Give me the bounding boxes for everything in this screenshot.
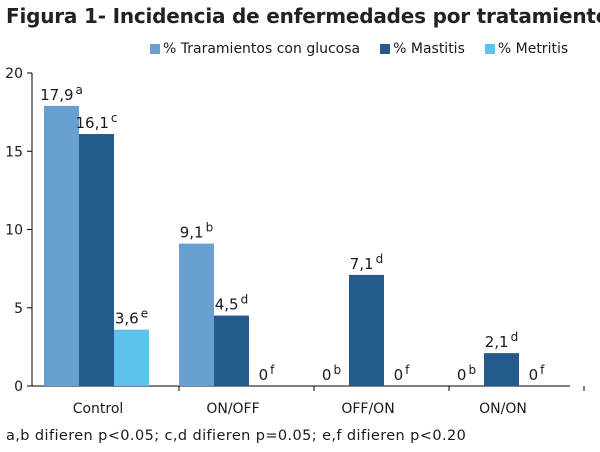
data-label-superscript: b xyxy=(468,363,476,377)
data-label-superscript: b xyxy=(206,221,214,235)
legend-label: % Mastitis xyxy=(393,41,465,57)
bar[interactable] xyxy=(79,134,114,386)
data-label: 7,1 d xyxy=(350,252,383,273)
data-label-superscript: f xyxy=(540,363,545,377)
chart-legend: % Traramientos con glucosa % Mastitis % Me… xyxy=(150,41,588,57)
x-tick-label: ON/ON xyxy=(479,401,527,417)
y-tick-label: 0 xyxy=(14,379,23,395)
data-label: 16,1 c xyxy=(75,111,117,132)
bar[interactable] xyxy=(349,274,384,386)
data-label-superscript: f xyxy=(270,363,275,377)
legend-swatch xyxy=(150,44,160,54)
data-label-superscript: a xyxy=(76,83,83,97)
bar[interactable] xyxy=(44,105,79,387)
legend-item: % Traramientos con glucosa xyxy=(150,41,360,57)
data-label-superscript: b xyxy=(333,363,341,377)
data-label-superscript: c xyxy=(111,111,118,125)
data-label-superscript: d xyxy=(511,330,519,344)
data-label: 9,1 b xyxy=(180,221,213,242)
data-label-superscript: d xyxy=(376,252,384,266)
bar[interactable] xyxy=(114,329,149,386)
legend-label: % Metritis xyxy=(497,41,569,57)
data-label-superscript: d xyxy=(241,293,249,307)
x-tick-label: Control xyxy=(73,401,124,417)
x-tick-label: ON/OFF xyxy=(206,401,259,417)
legend-swatch xyxy=(380,44,391,54)
legend-item: % Mastitis xyxy=(380,41,465,57)
legend-label: % Traramientos con glucosa xyxy=(163,41,361,57)
y-tick-label: 10 xyxy=(5,223,23,239)
x-tick-label: OFF/ON xyxy=(341,401,394,417)
bar[interactable] xyxy=(484,353,519,386)
bar[interactable] xyxy=(214,315,249,386)
legend-item: % Metritis xyxy=(484,41,569,57)
y-tick-label: 20 xyxy=(5,66,23,82)
data-label-superscript: e xyxy=(141,307,148,321)
y-tick-label: 15 xyxy=(5,144,23,160)
bar[interactable] xyxy=(179,243,214,386)
data-label: 2,1 d xyxy=(485,330,518,351)
data-label-superscript: f xyxy=(405,363,410,377)
y-tick-label: 5 xyxy=(14,301,23,317)
chart-title: Figura 1- Incidencia de enfermedades por… xyxy=(6,4,600,28)
legend-swatch xyxy=(484,44,495,54)
chart-footnote: a,b difieren p<0.05; c,d difieren p=0.05… xyxy=(6,428,467,444)
data-label: 4,5 d xyxy=(215,293,248,314)
data-label: 17,9 a xyxy=(40,83,83,104)
data-label: 3,6 e xyxy=(115,307,148,328)
